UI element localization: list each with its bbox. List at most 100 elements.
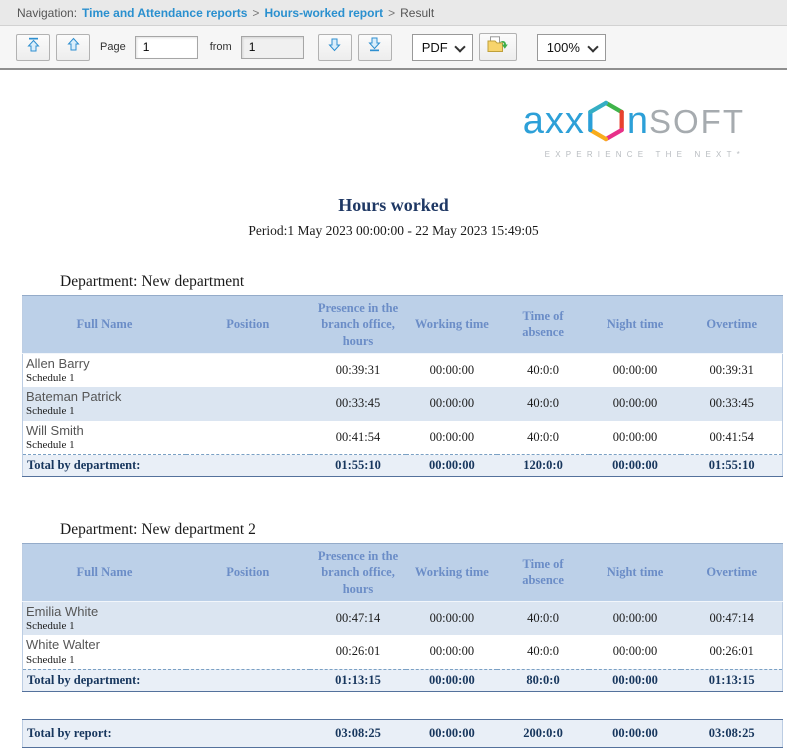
overtime-cell: 00:33:45 xyxy=(681,387,782,420)
nav-link-hours-worked-report[interactable]: Hours-worked report xyxy=(264,6,383,20)
total-overtime: 01:13:15 xyxy=(681,669,782,691)
overtime-cell: 00:39:31 xyxy=(681,353,782,387)
export-button[interactable] xyxy=(479,33,517,61)
department-total-row: Total by department: 01:55:10 00:00:00 1… xyxy=(23,455,783,477)
hours-table-department-2: Full Name Position Presence in the branc… xyxy=(22,543,783,692)
last-page-button[interactable] xyxy=(358,34,392,61)
logo-text-axx: axx xyxy=(523,102,585,140)
absence-cell: 40:0:0 xyxy=(497,601,588,635)
table-row: Bateman Patrick Schedule 1 00:33:45 00:0… xyxy=(23,387,783,420)
grand-total-absence: 200:0:0 xyxy=(497,719,588,747)
report-total-table: Total by report: 03:08:25 00:00:00 200:0… xyxy=(22,719,783,748)
employee-name: White Walter xyxy=(26,637,184,653)
employee-schedule: Schedule 1 xyxy=(26,372,184,385)
table-header-row: Full Name Position Presence in the branc… xyxy=(23,296,783,354)
column-header-time-of-absence: Time of absence xyxy=(497,296,588,354)
report-toolbar: Page from PDF 100% xyxy=(0,26,787,70)
total-absence: 80:0:0 xyxy=(497,669,588,691)
absence-cell: 40:0:0 xyxy=(497,387,588,420)
grand-total-presence: 03:08:25 xyxy=(310,719,407,747)
working-time-cell: 00:00:00 xyxy=(406,601,497,635)
export-format-select-wrap: PDF xyxy=(412,34,473,61)
logo-tagline: EXPERIENCE THE NEXT* xyxy=(545,150,745,159)
total-working-time: 00:00:00 xyxy=(406,669,497,691)
total-pages-input[interactable] xyxy=(241,36,304,59)
from-label: from xyxy=(210,41,232,53)
employee-schedule: Schedule 1 xyxy=(26,405,184,418)
export-format-select[interactable]: PDF xyxy=(412,34,473,61)
report-title: Hours worked xyxy=(0,195,787,216)
night-time-cell: 00:00:00 xyxy=(589,353,682,387)
grand-total-working-time: 00:00:00 xyxy=(406,719,497,747)
employee-schedule: Schedule 1 xyxy=(26,620,184,633)
column-header-full-name: Full Name xyxy=(23,544,186,602)
page-input[interactable] xyxy=(135,36,198,59)
report-total-label: Total by report: xyxy=(23,719,310,747)
total-absence: 120:0:0 xyxy=(497,455,588,477)
column-header-working-time: Working time xyxy=(406,296,497,354)
night-time-cell: 00:00:00 xyxy=(589,421,682,455)
position-cell xyxy=(186,387,310,420)
nav-separator: > xyxy=(252,6,259,20)
working-time-cell: 00:00:00 xyxy=(406,421,497,455)
report-period: Period:1 May 2023 00:00:00 - 22 May 2023… xyxy=(0,223,787,239)
first-page-icon xyxy=(26,37,41,57)
position-cell xyxy=(186,421,310,455)
working-time-cell: 00:00:00 xyxy=(406,635,497,669)
night-time-cell: 00:00:00 xyxy=(589,635,682,669)
employee-schedule: Schedule 1 xyxy=(26,654,184,667)
working-time-cell: 00:00:00 xyxy=(406,353,497,387)
grand-total-overtime: 03:08:25 xyxy=(681,719,782,747)
employee-schedule: Schedule 1 xyxy=(26,439,184,452)
column-header-night-time: Night time xyxy=(589,296,682,354)
zoom-select[interactable]: 100% xyxy=(537,34,606,61)
department-total-row: Total by department: 01:13:15 00:00:00 8… xyxy=(23,669,783,691)
logo-hexagon-icon xyxy=(587,100,625,142)
presence-cell: 00:39:31 xyxy=(310,353,407,387)
total-night-time: 00:00:00 xyxy=(589,455,682,477)
employee-name: Emilia White xyxy=(26,604,184,620)
department-total-label: Total by department: xyxy=(23,669,310,691)
logo-text-soft: SOFT xyxy=(649,105,745,138)
next-page-button[interactable] xyxy=(318,34,352,61)
night-time-cell: 00:00:00 xyxy=(589,387,682,420)
column-header-overtime: Overtime xyxy=(681,544,782,602)
column-header-position: Position xyxy=(186,296,310,354)
total-presence: 01:13:15 xyxy=(310,669,407,691)
logo-text-n: n xyxy=(627,102,649,140)
column-header-presence: Presence in the branch office, hours xyxy=(310,296,407,354)
column-header-time-of-absence: Time of absence xyxy=(497,544,588,602)
overtime-cell: 00:47:14 xyxy=(681,601,782,635)
nav-link-time-attendance-reports[interactable]: Time and Attendance reports xyxy=(82,6,247,20)
nav-current-result: Result xyxy=(400,6,434,20)
column-header-position: Position xyxy=(186,544,310,602)
table-row: White Walter Schedule 1 00:26:01 00:00:0… xyxy=(23,635,783,669)
department-total-label: Total by department: xyxy=(23,455,310,477)
department-2-label: Department: New department 2 xyxy=(60,521,787,539)
column-header-night-time: Night time xyxy=(589,544,682,602)
export-icon xyxy=(487,36,508,58)
presence-cell: 00:47:14 xyxy=(310,601,407,635)
grand-total-night-time: 00:00:00 xyxy=(589,719,682,747)
first-page-button[interactable] xyxy=(16,34,50,61)
table-header-row: Full Name Position Presence in the branc… xyxy=(23,544,783,602)
employee-name: Bateman Patrick xyxy=(26,389,184,405)
total-overtime: 01:55:10 xyxy=(681,455,782,477)
column-header-full-name: Full Name xyxy=(23,296,186,354)
absence-cell: 40:0:0 xyxy=(497,421,588,455)
axxonsoft-logo: axx n SOFT EXPERIENCE THE NEXT* xyxy=(0,100,745,159)
column-header-overtime: Overtime xyxy=(681,296,782,354)
position-cell xyxy=(186,635,310,669)
table-row: Allen Barry Schedule 1 00:39:31 00:00:00… xyxy=(23,353,783,387)
overtime-cell: 00:41:54 xyxy=(681,421,782,455)
table-row: Will Smith Schedule 1 00:41:54 00:00:00 … xyxy=(23,421,783,455)
department-1-label: Department: New department xyxy=(60,273,787,291)
page-label: Page xyxy=(100,41,126,53)
navigation-bar: Navigation: Time and Attendance reports … xyxy=(0,0,787,26)
hours-table-department-1: Full Name Position Presence in the branc… xyxy=(22,295,783,477)
previous-page-button[interactable] xyxy=(56,34,90,61)
report-total-row: Total by report: 03:08:25 00:00:00 200:0… xyxy=(23,719,783,747)
overtime-cell: 00:26:01 xyxy=(681,635,782,669)
position-cell xyxy=(186,601,310,635)
working-time-cell: 00:00:00 xyxy=(406,387,497,420)
